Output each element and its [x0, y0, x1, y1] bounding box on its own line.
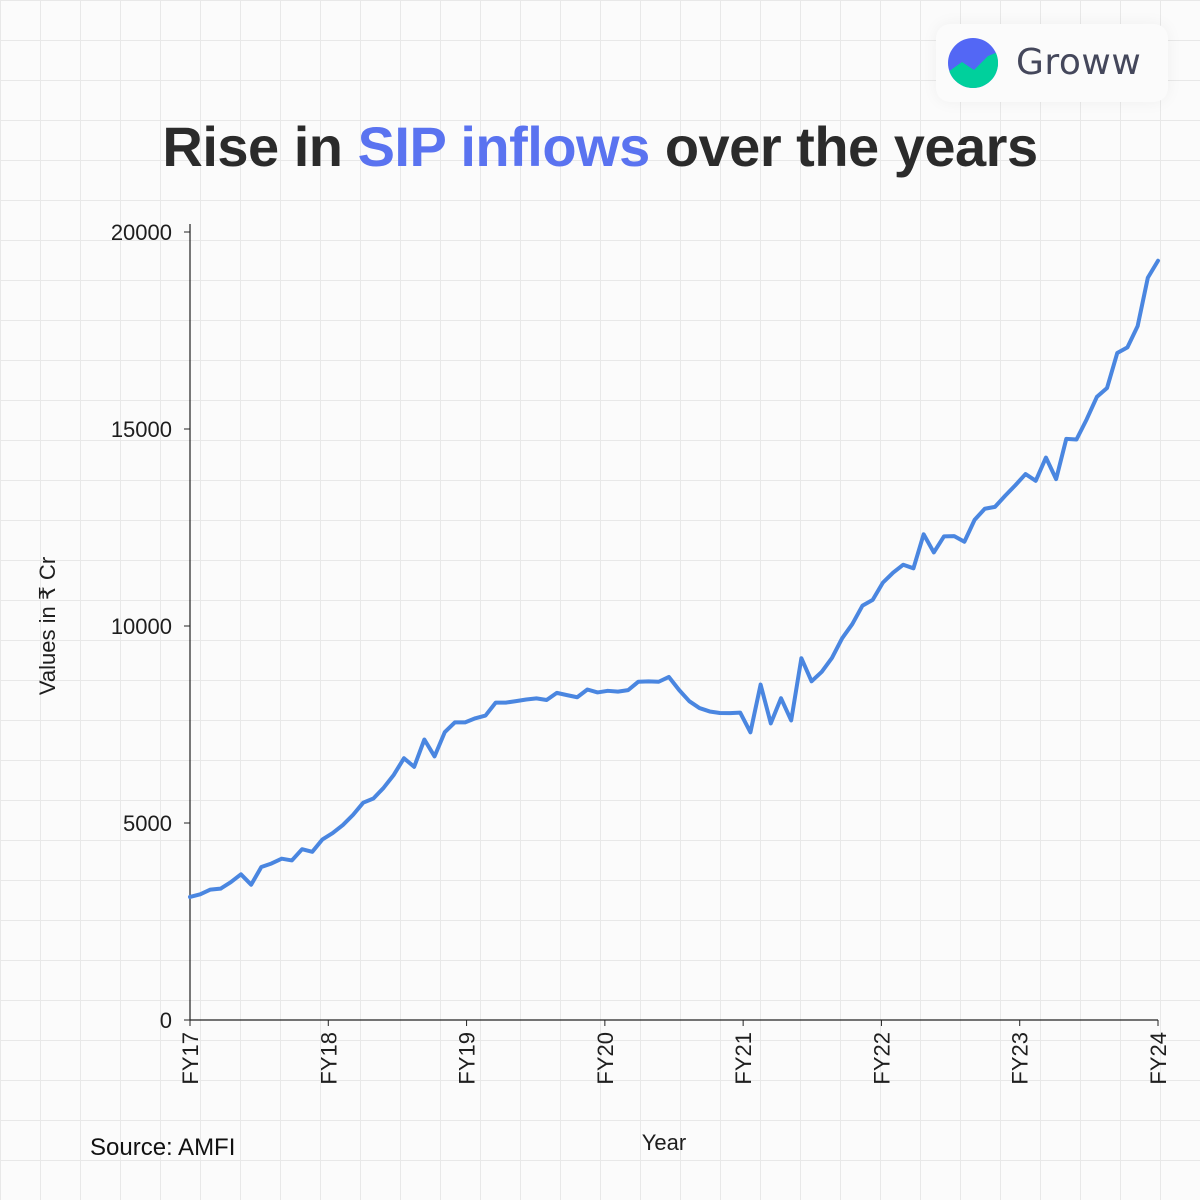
- y-tick-label: 20000: [111, 220, 172, 245]
- x-tick-label: FY24: [1146, 1032, 1171, 1085]
- x-tick-label: FY20: [593, 1032, 618, 1085]
- sip-inflow-line: [188, 258, 1160, 899]
- x-axis-title: Year: [642, 1130, 686, 1155]
- series-line-group: [188, 258, 1160, 899]
- x-tick-label: FY23: [1008, 1032, 1033, 1085]
- title-highlight: SIP inflows: [357, 115, 651, 178]
- y-tick-label: 5000: [123, 811, 172, 836]
- x-tick-label: FY22: [869, 1032, 894, 1085]
- y-axis: 0 5000 10000 15000 20000 Values in ₹ Cr: [35, 220, 191, 1033]
- brand-name: Groww: [1016, 42, 1142, 83]
- groww-logo-icon: [948, 38, 998, 88]
- groww-logo: Groww: [936, 24, 1168, 102]
- chart-title: Rise in SIP inflows over the years: [0, 114, 1200, 179]
- title-suffix: over the years: [649, 115, 1038, 178]
- x-axis: FY17 FY18 FY19 FY20 FY21 FY22 FY23 FY24 Year: [178, 1019, 1171, 1155]
- source-note: Source: AMFI: [90, 1134, 236, 1161]
- y-tick-label: 15000: [111, 417, 172, 442]
- x-tick-label: FY17: [178, 1032, 203, 1085]
- y-tick-label: 10000: [111, 614, 172, 639]
- x-tick-label: FY19: [455, 1032, 480, 1085]
- x-tick-label: FY21: [731, 1032, 756, 1085]
- x-tick-label: FY18: [316, 1032, 341, 1085]
- y-tick-label: 0: [160, 1008, 172, 1033]
- title-prefix: Rise in: [162, 115, 358, 178]
- y-axis-title: Values in ₹ Cr: [35, 557, 60, 695]
